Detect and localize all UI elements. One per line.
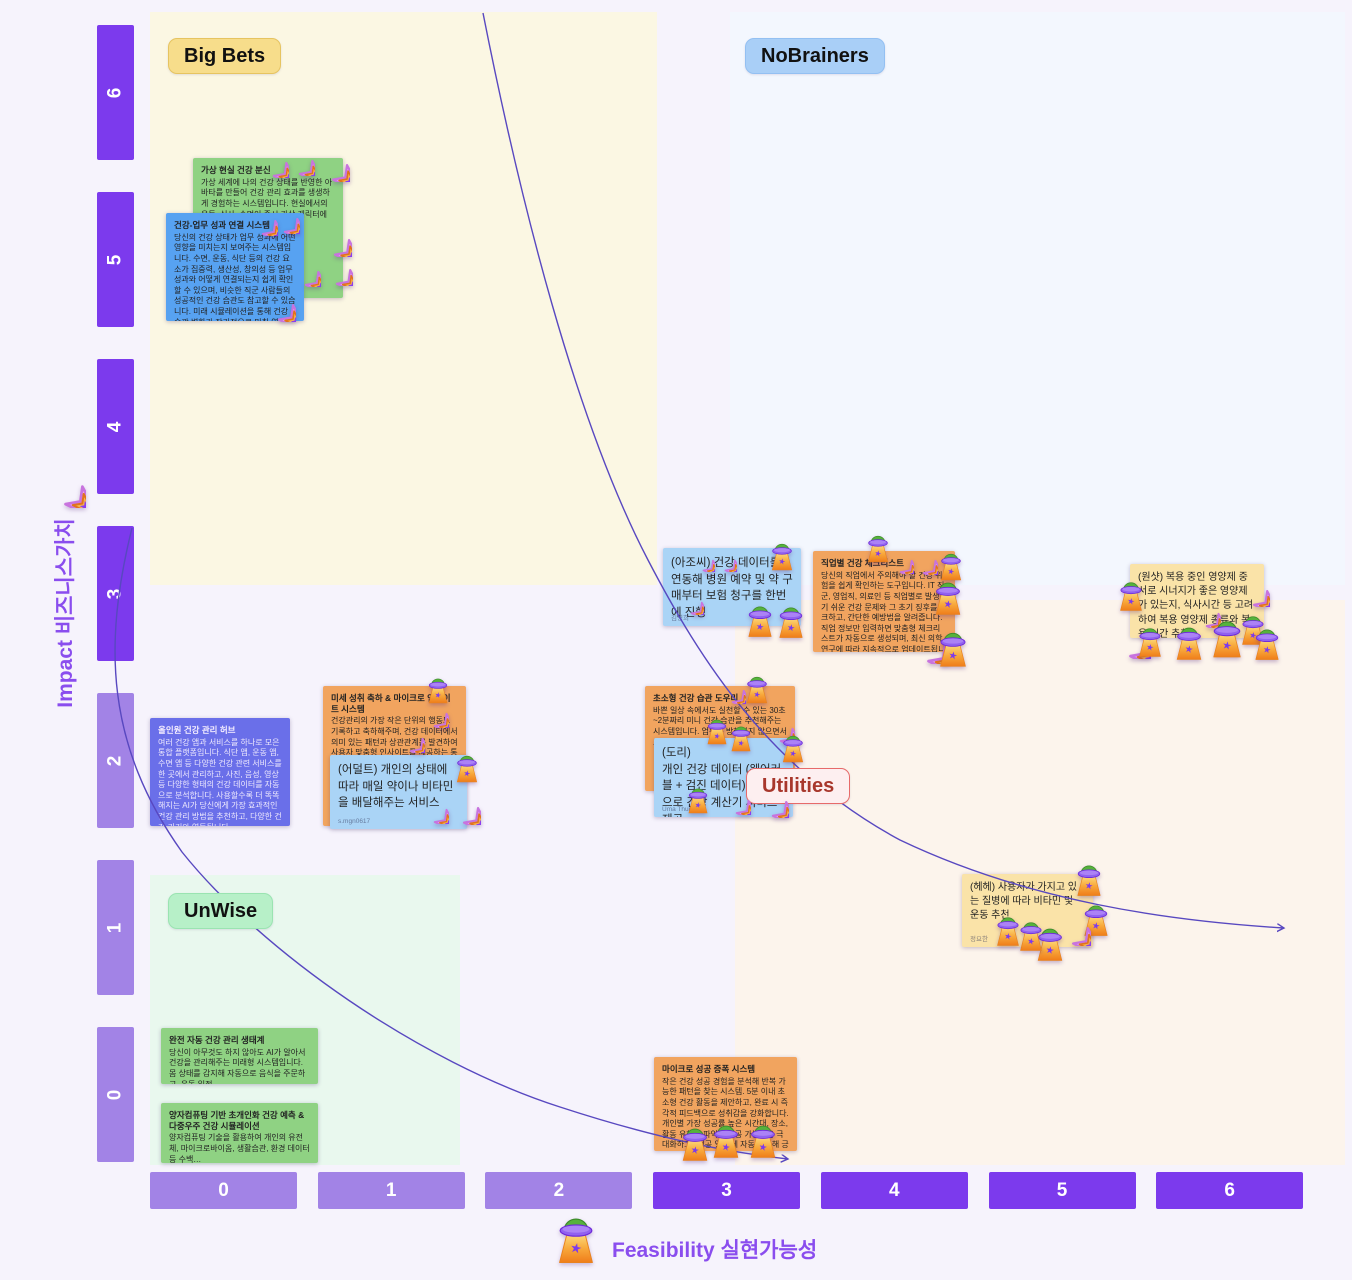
note-body: 양자컴퓨팅 기술을 활용하여 개인의 유전체, 마이크로바이옴, 생활습관, 환… bbox=[169, 1133, 310, 1163]
feasibility-ufo-stamp[interactable] bbox=[743, 673, 771, 705]
x-axis-cell-1: 1 bbox=[317, 1172, 465, 1209]
impact-star-icon bbox=[40, 460, 86, 508]
note-title: 완전 자동 건강 관리 생태계 bbox=[169, 1035, 265, 1045]
y-axis-cell-1: 1 bbox=[97, 860, 134, 995]
note-title: 양자컴퓨팅 기반 초개인화 건강 예측 & 다중우주 건강 시뮬레이션 bbox=[169, 1110, 305, 1131]
quadrant-label-nobrainers[interactable]: NoBrainers bbox=[745, 38, 885, 74]
feasibility-ufo-stamp[interactable] bbox=[1172, 623, 1206, 662]
impact-star-stamp[interactable] bbox=[906, 543, 938, 575]
sticky-note-quantum[interactable]: 양자컴퓨팅 기반 초개인화 건강 예측 & 다중우주 건강 시뮬레이션 양자컴퓨팅… bbox=[161, 1103, 318, 1163]
quadrant-label-unwise[interactable]: UnWise bbox=[168, 893, 274, 929]
x-axis-cell-5: 5 bbox=[988, 1172, 1136, 1209]
y-axis-cell-3: 3 bbox=[97, 526, 134, 661]
note-body: 당신의 건강 상태가 업무 성과에 어떤 영향을 미치는지 보여주는 시스템입니… bbox=[174, 232, 296, 321]
y-axis-cell-0: 0 bbox=[97, 1027, 134, 1162]
x-axis-cell-4: 4 bbox=[820, 1172, 968, 1209]
impact-star-stamp[interactable] bbox=[676, 587, 704, 615]
feasibility-axis-label: Feasibility 실현가능성 bbox=[612, 1239, 818, 1262]
quadrant-label-big-bets[interactable]: Big Bets bbox=[168, 38, 282, 74]
impact-star-stamp[interactable] bbox=[393, 721, 425, 753]
impact-star-stamp[interactable] bbox=[753, 782, 789, 818]
feasibility-ufo-stamp[interactable] bbox=[678, 1124, 712, 1163]
x-axis-cell-0: 0 bbox=[150, 1172, 297, 1209]
feasibility-ufo-stamp[interactable] bbox=[709, 1121, 743, 1160]
feasibility-ufo-stamp[interactable] bbox=[685, 785, 711, 815]
feasibility-ufo-stamp[interactable] bbox=[993, 913, 1023, 948]
feasibility-ufo-stamp[interactable] bbox=[744, 602, 776, 639]
feasibility-ufo-stamp[interactable] bbox=[935, 628, 971, 669]
note-author: 정요한 bbox=[970, 936, 988, 943]
feasibility-ufo-stamp[interactable] bbox=[1073, 861, 1105, 898]
y-axis-cell-5: 5 bbox=[97, 192, 134, 327]
impact-star-stamp[interactable] bbox=[258, 284, 296, 322]
note-title: 가상 현실 건강 분신 bbox=[201, 165, 271, 175]
impact-star-stamp[interactable] bbox=[711, 546, 737, 572]
impact-star-stamp[interactable] bbox=[716, 674, 746, 704]
feasibility-ufo-stamp[interactable] bbox=[704, 716, 730, 746]
y-axis-cell-2: 2 bbox=[97, 693, 134, 828]
feasibility-ufo-stamp[interactable] bbox=[728, 723, 754, 753]
quadrant-nobrainers bbox=[730, 12, 1345, 585]
impact-star-stamp[interactable] bbox=[443, 787, 481, 825]
feasibility-ufo-stamp[interactable] bbox=[746, 1121, 780, 1160]
note-author: s.mgn0617 bbox=[338, 818, 371, 825]
feasibility-ufo-stamp[interactable] bbox=[1116, 578, 1146, 613]
y-axis-cell-4: 4 bbox=[97, 359, 134, 494]
impact-star-stamp[interactable] bbox=[1234, 571, 1270, 607]
feasibility-ufo-stamp[interactable] bbox=[1135, 624, 1165, 659]
feasibility-ufo-stamp[interactable] bbox=[779, 732, 807, 764]
note-title: 올인원 건강 관리 허브 bbox=[158, 725, 236, 735]
feasibility-ufo-stamp[interactable] bbox=[453, 752, 481, 784]
feasibility-ufo-icon bbox=[552, 1212, 600, 1266]
x-axis-cell-3: 3 bbox=[653, 1172, 801, 1209]
impact-star-stamp[interactable] bbox=[287, 253, 321, 287]
x-axis-cell-2: 2 bbox=[485, 1172, 633, 1209]
feasibility-ufo-stamp[interactable] bbox=[931, 578, 965, 617]
x-axis-cell-6: 6 bbox=[1156, 1172, 1304, 1209]
impact-star-stamp[interactable] bbox=[266, 200, 300, 234]
y-axis-cell-6: 6 bbox=[97, 25, 134, 160]
feasibility-ufo-stamp[interactable] bbox=[768, 540, 796, 572]
note-title: 마이크로 성공 증폭 시스템 bbox=[662, 1064, 756, 1074]
impact-star-stamp[interactable] bbox=[317, 250, 353, 286]
note-body: 여러 건강 앱과 서비스를 하나로 모은 통합 플랫폼입니다. 식단 앱, 운동… bbox=[158, 737, 282, 826]
feasibility-ufo-stamp[interactable] bbox=[1251, 625, 1283, 662]
impact-axis-label: Impact 비즈니스가치 bbox=[54, 518, 77, 708]
impact-star-stamp[interactable] bbox=[281, 142, 315, 176]
note-body: 당신이 아무것도 하지 않아도 AI가 알아서 건강을 관리해주는 미래형 시스… bbox=[169, 1047, 306, 1084]
impact-star-stamp[interactable] bbox=[719, 783, 751, 815]
note-title: 건강-업무 성과 연결 시스템 bbox=[174, 220, 270, 230]
feasibility-ufo-stamp[interactable] bbox=[775, 603, 807, 640]
impact-star-stamp[interactable] bbox=[312, 144, 350, 182]
